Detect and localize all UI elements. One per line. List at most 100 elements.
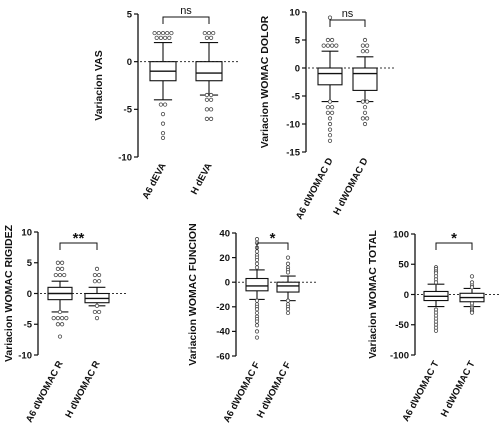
outlier-point <box>254 307 260 312</box>
y-axis-title: Variacion WOMAC FUNCION <box>187 223 199 365</box>
outlier-point <box>254 257 260 263</box>
box-1 <box>245 237 269 340</box>
outlier-point <box>158 102 163 107</box>
outlier-point <box>329 110 335 115</box>
box-2 <box>352 37 378 127</box>
outlier-point <box>92 279 98 284</box>
outlier-point <box>327 138 333 143</box>
outlier-point <box>327 121 333 127</box>
outlier-point <box>254 310 260 316</box>
outlier-point <box>55 266 61 271</box>
significance-label: ns <box>180 5 192 17</box>
outlier-point <box>362 121 368 127</box>
outlier-point <box>55 260 61 265</box>
outlier-point <box>152 30 157 36</box>
y-tick-label: -100 <box>390 350 409 361</box>
significance-label: ns <box>342 8 354 20</box>
outlier-point <box>327 133 333 138</box>
x-category-label: H dWOMAC R <box>63 359 102 420</box>
outlier-point <box>433 280 439 285</box>
outlier-point <box>163 35 168 40</box>
y-tick-label: -40 <box>216 327 230 338</box>
x-category-label: H dWOMAC F <box>255 360 294 420</box>
x-category-label: A6 dWOMAC D <box>294 156 336 221</box>
significance-bracket <box>162 16 210 24</box>
y-tick-label: 5 <box>295 35 301 46</box>
box-1 <box>317 15 343 143</box>
outlier-point <box>364 116 370 121</box>
outlier-point <box>209 92 214 98</box>
outlier-point <box>204 92 209 98</box>
outlier-point <box>59 322 65 327</box>
significance-bracket <box>435 242 473 250</box>
outlier-point <box>211 30 216 36</box>
x-category-label: H dWOMAC T <box>439 359 478 419</box>
outlier-point <box>254 237 260 242</box>
outlier-point <box>51 315 56 321</box>
y-axis-title: Variacion WOMAC TOTAL <box>367 230 379 359</box>
y-tick-label: 5 <box>27 258 33 269</box>
outlier-point <box>360 49 365 54</box>
outlier-point <box>360 99 365 104</box>
y-tick-label: 0 <box>295 63 300 74</box>
outlier-point <box>160 135 166 141</box>
outlier-point <box>362 37 368 43</box>
y-tick-label: -5 <box>292 91 301 102</box>
outlier-point <box>204 35 209 40</box>
x-category-label: A6 dEVA <box>140 161 168 201</box>
outlier-point <box>364 99 370 104</box>
outlier-point <box>160 131 166 136</box>
outlier-point <box>94 315 100 321</box>
outlier-point <box>285 261 291 266</box>
significance-label: ** <box>73 230 85 247</box>
outlier-point <box>209 97 214 102</box>
outlier-point <box>209 35 214 40</box>
iqr-box <box>352 67 378 91</box>
significance-bracket <box>329 19 366 27</box>
y-tick-label: -15 <box>286 147 300 158</box>
iqr-box <box>245 277 269 292</box>
y-tick-label: 0 <box>27 289 32 300</box>
y-tick-label: 10 <box>289 7 300 18</box>
outlier-point <box>285 307 291 312</box>
outlier-point <box>469 285 475 290</box>
box-1 <box>47 260 73 339</box>
outlier-point <box>57 309 63 315</box>
box-1 <box>149 30 177 141</box>
outlier-point <box>169 30 174 36</box>
outlier-point <box>254 261 260 266</box>
outlier-point <box>254 249 260 254</box>
outlier-point <box>92 309 98 315</box>
outlier-point <box>92 272 98 278</box>
y-tick-label: -5 <box>124 105 133 116</box>
outlier-point <box>158 35 163 40</box>
outlier-point <box>94 266 100 271</box>
outlier-point <box>97 309 102 315</box>
outlier-point <box>360 43 365 48</box>
outlier-point <box>329 37 335 43</box>
outlier-point <box>469 274 475 279</box>
outlier-point <box>329 105 335 110</box>
outlier-point <box>206 30 212 36</box>
y-tick-label: -10 <box>286 119 300 130</box>
outlier-point <box>163 102 168 107</box>
y-axis-title: Variacion VAS <box>93 50 105 120</box>
y-tick-label: -5 <box>24 320 33 331</box>
outlier-point <box>325 37 330 43</box>
outlier-point <box>55 322 61 327</box>
outlier-point <box>53 272 58 278</box>
outlier-point <box>59 315 65 321</box>
outlier-point <box>327 15 333 20</box>
outlier-point <box>204 116 209 121</box>
outlier-point <box>204 107 209 112</box>
boxplot-panel-3: -10 -5 0 5 10 Variacion WOMAC RIGIDEZ A6 dWOMA… <box>3 224 127 424</box>
y-tick-label: -10 <box>118 152 132 163</box>
outlier-point <box>209 107 214 112</box>
outlier-point <box>59 266 65 271</box>
outlier-point <box>156 30 161 36</box>
y-tick-label: 50 <box>398 260 409 271</box>
box-2 <box>276 255 300 316</box>
outlier-point <box>364 49 370 54</box>
outlier-point <box>62 272 67 278</box>
